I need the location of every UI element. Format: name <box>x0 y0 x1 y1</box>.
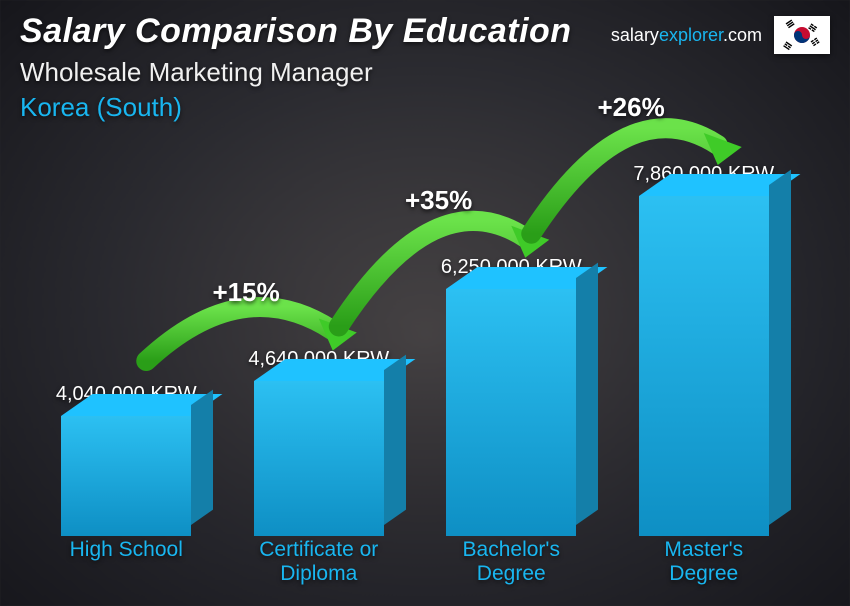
brand-text: salaryexplorer.com <box>611 25 762 46</box>
bar-row: 4,040,000 KRW 4,640,000 KRW 6,250,000 KR… <box>30 126 800 536</box>
brand-tld: .com <box>723 25 762 45</box>
bar-label: Master'sDegree <box>608 538 801 586</box>
label-row: High SchoolCertificate orDiplomaBachelor… <box>30 538 800 586</box>
bar-group: 6,250,000 KRW <box>415 256 608 536</box>
bar-label: High School <box>30 538 223 586</box>
page-region: Korea (South) <box>20 92 830 123</box>
bar-group: 4,640,000 KRW <box>223 348 416 536</box>
bar-group: 7,860,000 KRW <box>608 163 801 536</box>
brand-part1: salary <box>611 25 659 45</box>
page-subtitle: Wholesale Marketing Manager <box>20 57 830 88</box>
salary-chart: 4,040,000 KRW 4,640,000 KRW 6,250,000 KR… <box>30 126 800 586</box>
bar-group: 4,040,000 KRW <box>30 383 223 536</box>
bar-3d <box>639 196 769 536</box>
bar-label: Bachelor'sDegree <box>415 538 608 586</box>
flag-icon <box>774 16 830 54</box>
bar-3d <box>254 381 384 536</box>
brand-block: salaryexplorer.com <box>611 16 830 54</box>
bar-3d <box>446 289 576 536</box>
brand-part2: explorer <box>659 25 723 45</box>
bar-3d <box>61 416 191 536</box>
bar-label: Certificate orDiploma <box>223 538 416 586</box>
